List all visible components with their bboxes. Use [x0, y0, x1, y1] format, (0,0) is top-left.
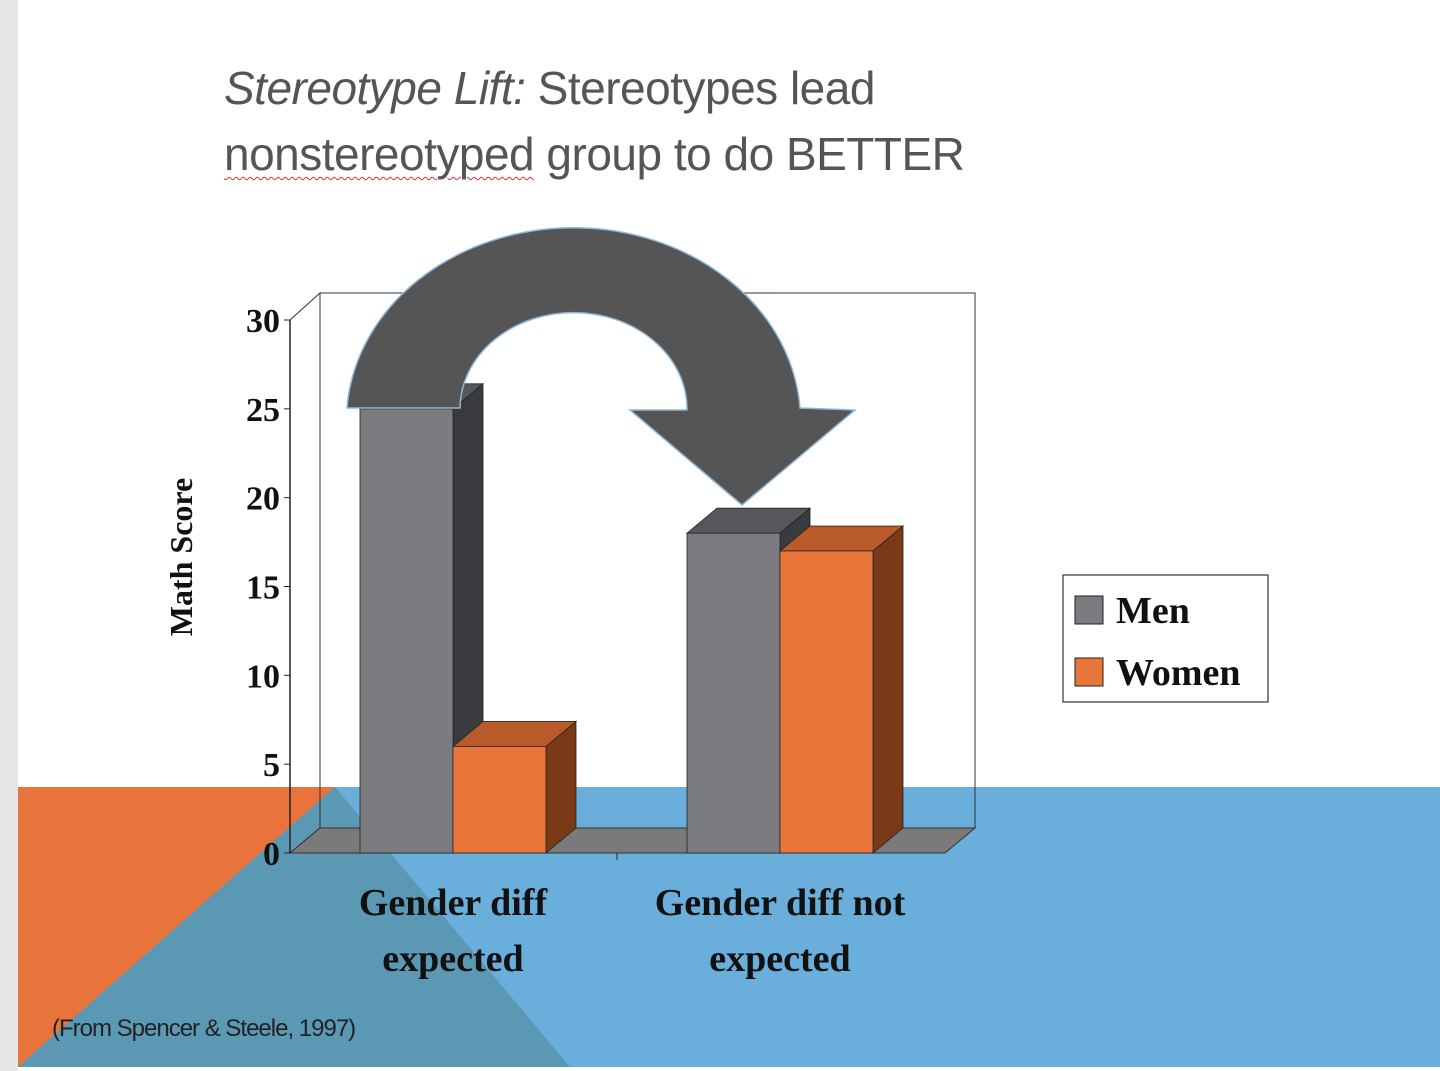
legend-swatch	[1074, 657, 1104, 687]
legend-swatch	[1074, 595, 1104, 625]
y-tick-label: 15	[246, 570, 280, 607]
y-tick-label: 30	[246, 303, 280, 340]
title-misspelled-word: nonstereotyped	[224, 128, 535, 180]
bar-women	[452, 746, 547, 854]
y-tick-label: 5	[263, 747, 280, 784]
y-axis-label: Math Score	[163, 478, 199, 636]
bar-men	[686, 532, 781, 854]
x-tick-label: Gender diff not	[655, 882, 906, 924]
overlap-triangle	[18, 787, 570, 1067]
title-line2: group to do BETTER	[534, 128, 965, 180]
x-tick-label: expected	[709, 938, 850, 980]
bar-women	[779, 550, 874, 854]
y-tick-label: 20	[246, 481, 280, 518]
y-tick-label: 0	[263, 836, 280, 873]
curved-arrow-icon	[346, 227, 857, 506]
x-tick-label: Gender diff	[359, 882, 549, 924]
side-wall	[289, 291, 321, 855]
bar-side	[872, 525, 904, 854]
y-tick-label: 10	[246, 658, 280, 695]
y-tick-label: 25	[246, 392, 280, 429]
source-citation: (From Spencer & Steele, 1997)	[52, 1015, 356, 1042]
left-edge-strip	[0, 0, 18, 1071]
x-tick-label: expected	[382, 938, 523, 980]
slide-title: Stereotype Lift: Stereotypes lead nonste…	[224, 55, 965, 187]
title-line1: Stereotypes lead	[525, 62, 876, 114]
legend-label: Women	[1116, 652, 1241, 694]
bar-men	[359, 408, 454, 854]
legend-label: Men	[1116, 590, 1190, 632]
title-italic: Stereotype Lift:	[224, 62, 526, 114]
